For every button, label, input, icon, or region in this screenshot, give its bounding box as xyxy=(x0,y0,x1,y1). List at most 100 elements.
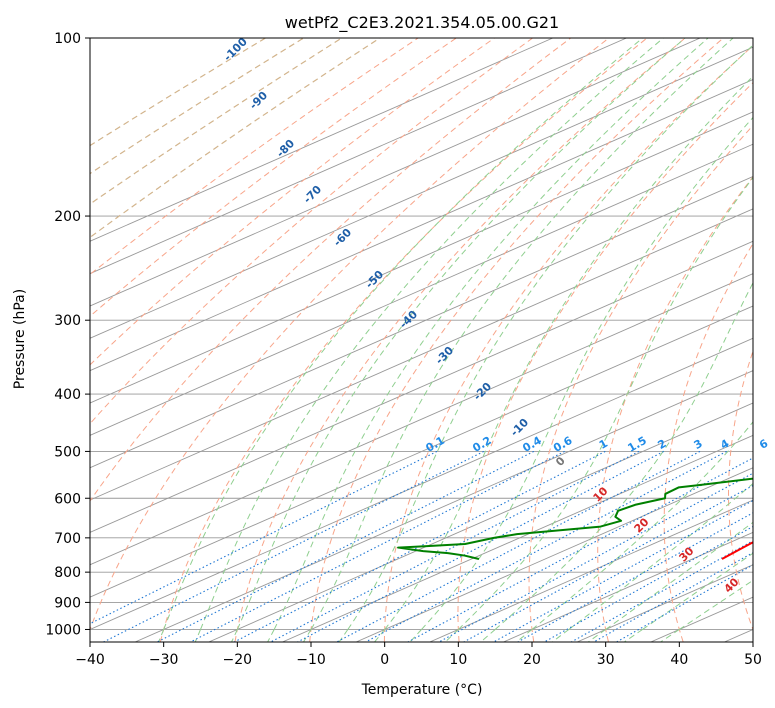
isotherm-line xyxy=(90,79,753,372)
isotherm-line xyxy=(503,531,753,642)
isotherm-line xyxy=(134,370,753,642)
mixing-ratio-line xyxy=(156,450,535,642)
moist-adiabat-line xyxy=(444,629,459,642)
moist-adiabat-line xyxy=(230,629,238,642)
mixing-ratio-label: 1 xyxy=(597,437,610,452)
dry-adiabat-line xyxy=(663,242,753,642)
dry-adiabat-label: 0 xyxy=(553,454,568,469)
dry-adiabat-label: 40 xyxy=(722,575,742,595)
y-tick-label: 200 xyxy=(54,209,81,225)
mixing-ratio-line xyxy=(190,450,565,642)
y-axis-ticks: 100 200 300 400 500 600 700 800 900 1000 xyxy=(45,31,90,638)
dry-adiabat-line xyxy=(309,38,724,642)
x-axis-label: Temperature (°C) xyxy=(361,682,483,698)
x-tick-label: −10 xyxy=(296,652,326,668)
moist-adiabat-line xyxy=(409,629,422,642)
isotherm-line xyxy=(282,434,753,642)
x-tick-label: 0 xyxy=(380,652,389,668)
moist-adiabat-line xyxy=(605,521,753,630)
dry-adiabat-line xyxy=(90,38,610,631)
mixing-ratio-line xyxy=(336,450,701,642)
moist-adiabat-line xyxy=(267,629,275,642)
x-axis-ticks: −40 −30 −20 −10 0 10 20 30 40 50 xyxy=(75,642,762,668)
y-tick-label: 400 xyxy=(54,387,81,403)
dry-adiabat-line xyxy=(727,349,753,631)
dry-adiabat-label: 10 xyxy=(591,484,611,504)
mixing-ratio-line xyxy=(297,450,665,642)
mixing-ratio-label: 3 xyxy=(692,437,705,452)
dry-adiabat-label: -90 xyxy=(247,89,270,112)
chart-title: wetPf2_C2E3.2021.354.05.00.G21 xyxy=(285,13,559,33)
y-tick-label: 600 xyxy=(54,491,81,507)
isotherm-line xyxy=(90,176,753,469)
y-tick-label: 700 xyxy=(54,531,81,547)
x-tick-label: −40 xyxy=(75,652,105,668)
dry-adiabat-line xyxy=(90,38,304,175)
dry-adiabat-line xyxy=(90,38,533,425)
moist-adiabat-line xyxy=(494,281,753,630)
dry-adiabat-label: -60 xyxy=(331,226,354,249)
mixing-ratio-line xyxy=(365,450,727,642)
dry-adiabat-line xyxy=(159,38,648,642)
isotherm-line xyxy=(90,111,753,404)
y-tick-label: 800 xyxy=(54,565,81,581)
x-tick-label: −20 xyxy=(223,652,253,668)
dry-adiabat-line xyxy=(383,44,753,642)
dry-adiabat-line xyxy=(90,38,457,317)
mixing-ratio-label: 2 xyxy=(655,437,668,452)
dry-adiabat-line xyxy=(90,38,266,147)
dry-adiabat-label: -30 xyxy=(433,344,456,367)
moist-adiabat-line xyxy=(421,116,753,630)
mixing-ratio-line xyxy=(463,484,753,642)
dry-adiabat-label: -50 xyxy=(363,268,386,291)
dry-adiabat-line xyxy=(597,176,753,642)
dry-adiabat-line xyxy=(234,38,686,642)
x-tick-label: 40 xyxy=(670,652,688,668)
dry-adiabat-label: -70 xyxy=(301,183,324,206)
isotherm-line xyxy=(90,38,627,275)
y-tick-label: 300 xyxy=(54,313,81,329)
moist-adiabat-line xyxy=(158,629,165,642)
moist-adiabat-line xyxy=(302,629,312,642)
isotherm-line xyxy=(90,46,753,339)
mixing-ratio-line xyxy=(571,540,753,642)
x-tick-label: 10 xyxy=(449,652,467,668)
mixing-ratio-line xyxy=(103,450,485,642)
moist-adiabat-line xyxy=(551,629,570,642)
dry-adiabat-label: -80 xyxy=(274,137,297,160)
mixing-ratio-line xyxy=(517,512,753,642)
y-tick-label: 1000 xyxy=(45,622,81,638)
dry-adiabat-line xyxy=(90,38,381,239)
isotherm-line xyxy=(90,38,701,307)
isotherm-line xyxy=(90,208,753,501)
moist-adiabat-line xyxy=(236,38,686,630)
mixing-ratio-line xyxy=(593,552,753,642)
moist-adiabat-line xyxy=(623,629,643,642)
y-tick-label: 500 xyxy=(54,444,81,460)
isotherm-line xyxy=(429,499,753,642)
plot-frame xyxy=(89,37,754,643)
y-tick-label: 900 xyxy=(54,595,81,611)
dry-adiabat-line xyxy=(90,38,572,502)
dry-adiabat-line xyxy=(457,81,753,642)
profile-lines xyxy=(397,477,753,560)
moist-adiabat-line xyxy=(347,44,753,630)
y-axis-label: Pressure (hPa) xyxy=(12,289,28,389)
x-tick-label: 20 xyxy=(523,652,541,668)
dry-adiabat-label: 30 xyxy=(677,544,697,564)
adiabat-labels: 0.10.20.40.611.52346810131620253036-100-… xyxy=(221,35,770,596)
dry-adiabat-line xyxy=(90,38,495,366)
moist-adiabat-line xyxy=(273,38,709,630)
moist-adiabat-line xyxy=(200,38,664,630)
moist-adiabat-line xyxy=(642,552,753,630)
moist-adiabat-line xyxy=(659,629,680,642)
moist-adiabat-line xyxy=(163,38,643,630)
isotherm-line xyxy=(90,38,553,242)
dry-adiabat-line xyxy=(90,38,419,276)
dry-adiabat-label: -20 xyxy=(471,380,494,403)
mixing-ratio-label: 6 xyxy=(757,437,770,452)
background-lines xyxy=(90,38,753,642)
x-tick-label: 50 xyxy=(744,652,762,668)
moist-adiabat-line xyxy=(338,629,349,642)
